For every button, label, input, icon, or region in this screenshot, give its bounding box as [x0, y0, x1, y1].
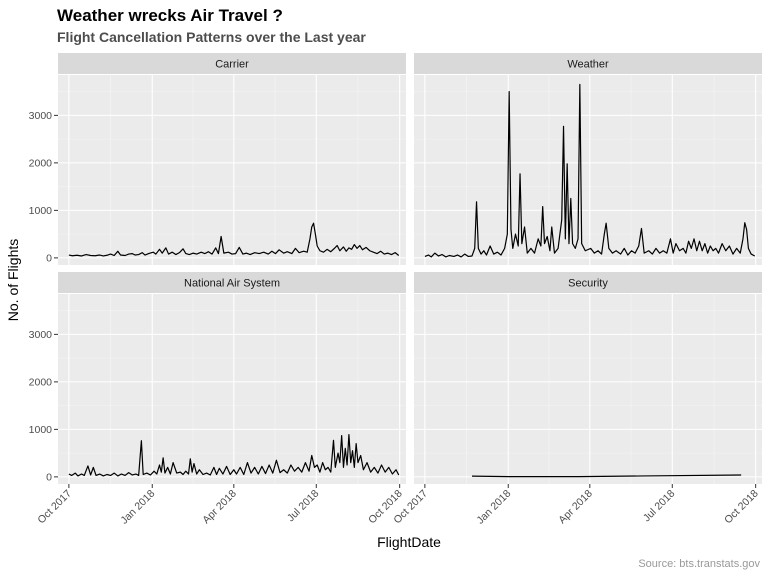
x-tick-label: Apr 2018 [556, 488, 595, 527]
series-line [471, 474, 742, 478]
facet-strip-label: National Air System [184, 278, 280, 290]
y-tick-label: 1000 [29, 424, 53, 436]
facet-strip [414, 272, 762, 293]
y-axis-tick-labels: 0 1000 2000 3000 0 1000 2000 3000 [29, 110, 58, 483]
facet-strip [414, 53, 762, 74]
y-tick-label: 1000 [29, 205, 53, 217]
facet-strip [58, 53, 406, 74]
y-tick-label: 2000 [29, 376, 53, 388]
x-tick-label: Jan 2018 [474, 488, 513, 527]
facet-strip-label: Weather [567, 59, 609, 71]
y-axis-title: No. of Flights [5, 239, 21, 321]
facet-weather: Weather [414, 53, 762, 265]
series-line [68, 434, 400, 477]
facet-panels: Carrier Weather National Air System Securit… [58, 53, 762, 484]
x-tick-label: Oct 2017 [35, 488, 74, 527]
chart-subtitle: Flight Cancellation Patterns over the La… [57, 29, 366, 45]
y-tick-label: 2000 [29, 157, 53, 169]
panel-background [58, 294, 406, 484]
y-tick-label: 3000 [29, 110, 53, 122]
panel-background [58, 75, 406, 265]
source-caption: Source: bts.transtats.gov [638, 558, 760, 570]
x-axis-tick-labels: Oct 2017 Jan 2018 Apr 2018 Jul 2018 Oct 2018… [35, 484, 761, 527]
x-tick-label: Jan 2018 [118, 488, 157, 527]
panel-background [414, 294, 762, 484]
y-tick-label: 0 [46, 471, 52, 483]
y-tick-label: 0 [46, 252, 52, 264]
series-line [424, 83, 756, 258]
panel-background [414, 75, 762, 265]
facet-strip-label: Security [568, 278, 608, 290]
x-axis-title: FlightDate [377, 534, 441, 550]
series-line [68, 222, 400, 257]
facet-strip-label: Carrier [215, 59, 249, 71]
facet-strip [58, 272, 406, 293]
facet-security: Security [414, 272, 762, 484]
y-tick-label: 3000 [29, 329, 53, 341]
facet-national-air-system: National Air System [58, 272, 406, 484]
x-tick-label: Oct 2018 [722, 488, 761, 527]
x-tick-label: Jul 2018 [285, 488, 322, 525]
chart-title: Weather wrecks Air Travel ? [57, 6, 283, 25]
x-tick-label: Jul 2018 [641, 488, 678, 525]
facet-carrier: Carrier [58, 53, 406, 265]
x-tick-label: Apr 2018 [200, 488, 239, 527]
